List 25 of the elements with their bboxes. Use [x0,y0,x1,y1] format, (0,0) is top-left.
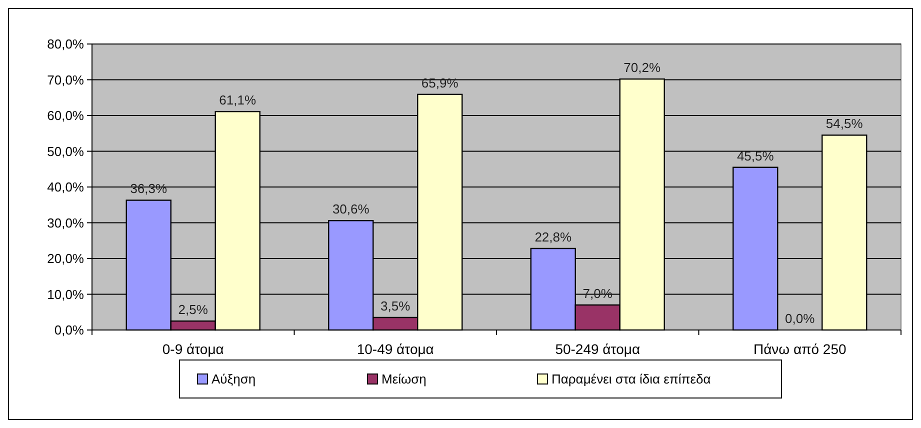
x-tick-label: 50-249 άτομα [555,341,640,357]
data-label: 22,8% [534,229,572,244]
x-tick-label: 0-9 άτομα [162,341,224,357]
data-label: 54,5% [826,116,864,132]
legend-label: Μείωση [382,372,426,387]
y-tick-label: 30,0% [47,215,84,230]
y-tick-label: 60,0% [47,108,84,124]
data-label: 30,6% [332,202,370,217]
y-tick-label: 70,0% [47,72,84,88]
legend-label: Αύξηση [212,372,256,387]
y-tick-label: 10,0% [47,286,84,302]
x-tick-label: 10-49 άτομα [356,341,434,357]
data-label: 70,2% [624,60,661,76]
y-tick-label: 40,0% [47,180,84,195]
data-label: 61,1% [219,92,256,108]
y-tick-label: 50,0% [47,144,84,159]
data-label: 45,5% [736,148,774,164]
data-label: 3,5% [380,298,411,314]
y-tick-label: 0,0% [54,322,84,338]
data-label: 2,5% [178,302,208,318]
legend-label: Παραμένει στα ίδια επίπεδα [552,372,712,387]
data-label: 0,0% [785,311,816,326]
y-tick-label: 80,0% [47,36,84,52]
x-tick-label: Πάνω από 250 [753,341,846,357]
y-tick-label: 20,0% [47,251,84,266]
